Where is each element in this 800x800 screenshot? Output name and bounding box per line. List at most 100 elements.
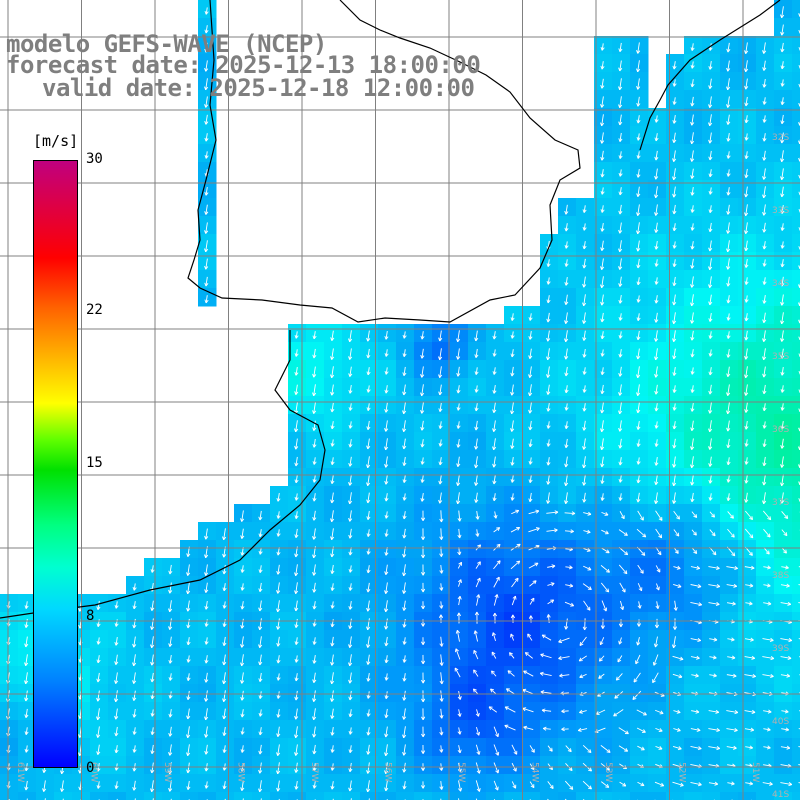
wind-arrow-head [583, 499, 587, 503]
wind-arrow [618, 546, 628, 556]
wind-arrow [781, 367, 784, 376]
wind-arrow [187, 564, 190, 576]
wind-arrow-head [240, 644, 243, 648]
wind-arrow [583, 565, 592, 571]
wind-arrow-head [673, 158, 677, 162]
wind-arrow-head [150, 750, 153, 754]
wind-arrow-head [169, 695, 173, 699]
wind-arrow-head [708, 409, 711, 414]
wind-arrow-head [402, 716, 405, 720]
wind-arrow-head [637, 230, 641, 235]
wind-arrow [458, 547, 461, 555]
wind-arrow [169, 582, 172, 594]
wind-arrow-head [636, 85, 639, 90]
wind-arrow [691, 294, 694, 306]
wind-arrow [637, 240, 640, 252]
wind-arrow [523, 670, 534, 677]
wind-arrow-head [366, 788, 369, 793]
wind-arrow-head [781, 320, 785, 325]
field-cell [792, 666, 800, 685]
wind-arrow-head [709, 209, 713, 214]
wind-arrow [547, 599, 554, 605]
wind-arrow-head [600, 65, 603, 70]
wind-arrow-head [709, 266, 713, 271]
wind-arrow-head [749, 621, 753, 624]
wind-arrow [313, 690, 316, 702]
wind-arrow-head [313, 589, 317, 593]
wind-arrow [745, 782, 753, 785]
wind-arrow-head [636, 623, 640, 627]
wind-arrow [223, 745, 226, 753]
wind-arrow-head [546, 614, 549, 618]
wind-arrow-head [222, 715, 225, 720]
wind-arrow-head [276, 695, 279, 699]
wind-arrow-head [535, 527, 540, 529]
field-cell [522, 792, 541, 800]
wind-arrow-head [751, 655, 756, 659]
wind-arrow [295, 564, 298, 576]
wind-arrow-head [637, 443, 641, 447]
wind-arrow [331, 636, 334, 647]
wind-arrow-head [240, 679, 243, 684]
wind-arrow-head [475, 499, 479, 503]
wind-arrow-head [421, 444, 425, 448]
wind-arrow-head [402, 553, 405, 558]
wind-arrow [781, 728, 789, 731]
wind-arrow-head [732, 763, 736, 767]
wind-arrow-head [151, 678, 155, 683]
wind-arrow-head [767, 603, 772, 606]
wind-arrow-head [763, 300, 767, 304]
wind-arrow-head [652, 680, 656, 684]
wind-arrow [763, 312, 766, 323]
wind-arrow-head [458, 612, 462, 617]
wind-arrow-head [457, 534, 461, 539]
wind-arrow [583, 330, 586, 341]
wind-arrow [582, 745, 592, 753]
wind-arrow-head [763, 263, 767, 267]
wind-arrow-head [366, 482, 369, 486]
wind-arrow-head [277, 770, 281, 775]
wind-arrow-head [712, 657, 717, 660]
wind-arrow-head [276, 642, 279, 647]
wind-arrow-head [240, 535, 243, 539]
wind-arrow-head [654, 500, 657, 504]
wind-arrow [385, 474, 388, 485]
field-cell [288, 792, 307, 800]
wind-arrow-head [511, 497, 515, 501]
wind-arrow-head [402, 428, 405, 432]
wind-arrow-head [633, 680, 638, 683]
wind-arrow [529, 597, 535, 605]
wind-arrow [637, 168, 640, 178]
wind-arrow-head [313, 374, 317, 378]
wind-arrow [763, 528, 771, 538]
wind-arrow [745, 439, 748, 447]
wind-arrow-head [786, 747, 791, 750]
wind-arrow-head [169, 643, 173, 647]
wind-arrow-head [313, 767, 317, 772]
wind-arrow [619, 511, 625, 520]
wind-arrow [619, 96, 622, 108]
wind-arrow-head [583, 227, 587, 231]
field-cell [738, 792, 757, 800]
wind-arrow-head [636, 230, 639, 235]
wind-arrow [565, 294, 568, 305]
wind-arrow-head [637, 281, 641, 286]
wind-arrow-head [709, 318, 713, 322]
wind-arrow [133, 672, 136, 684]
wind-arrow-head [516, 560, 520, 563]
wind-arrow [745, 42, 748, 54]
wind-arrow-head [619, 230, 623, 234]
wind-arrow-head [294, 677, 297, 682]
wind-arrow-head [528, 443, 531, 447]
wind-arrow [187, 673, 190, 681]
wind-arrow [780, 764, 792, 767]
wind-arrow [763, 366, 766, 378]
wind-arrow-head [295, 497, 299, 501]
wind-arrow-head [403, 785, 407, 790]
wind-arrow [205, 114, 208, 125]
wind-arrow [547, 348, 550, 360]
wind-arrow [313, 439, 316, 448]
wind-arrow [367, 654, 370, 665]
wind-arrow-head [762, 211, 765, 216]
wind-arrow [727, 133, 730, 142]
